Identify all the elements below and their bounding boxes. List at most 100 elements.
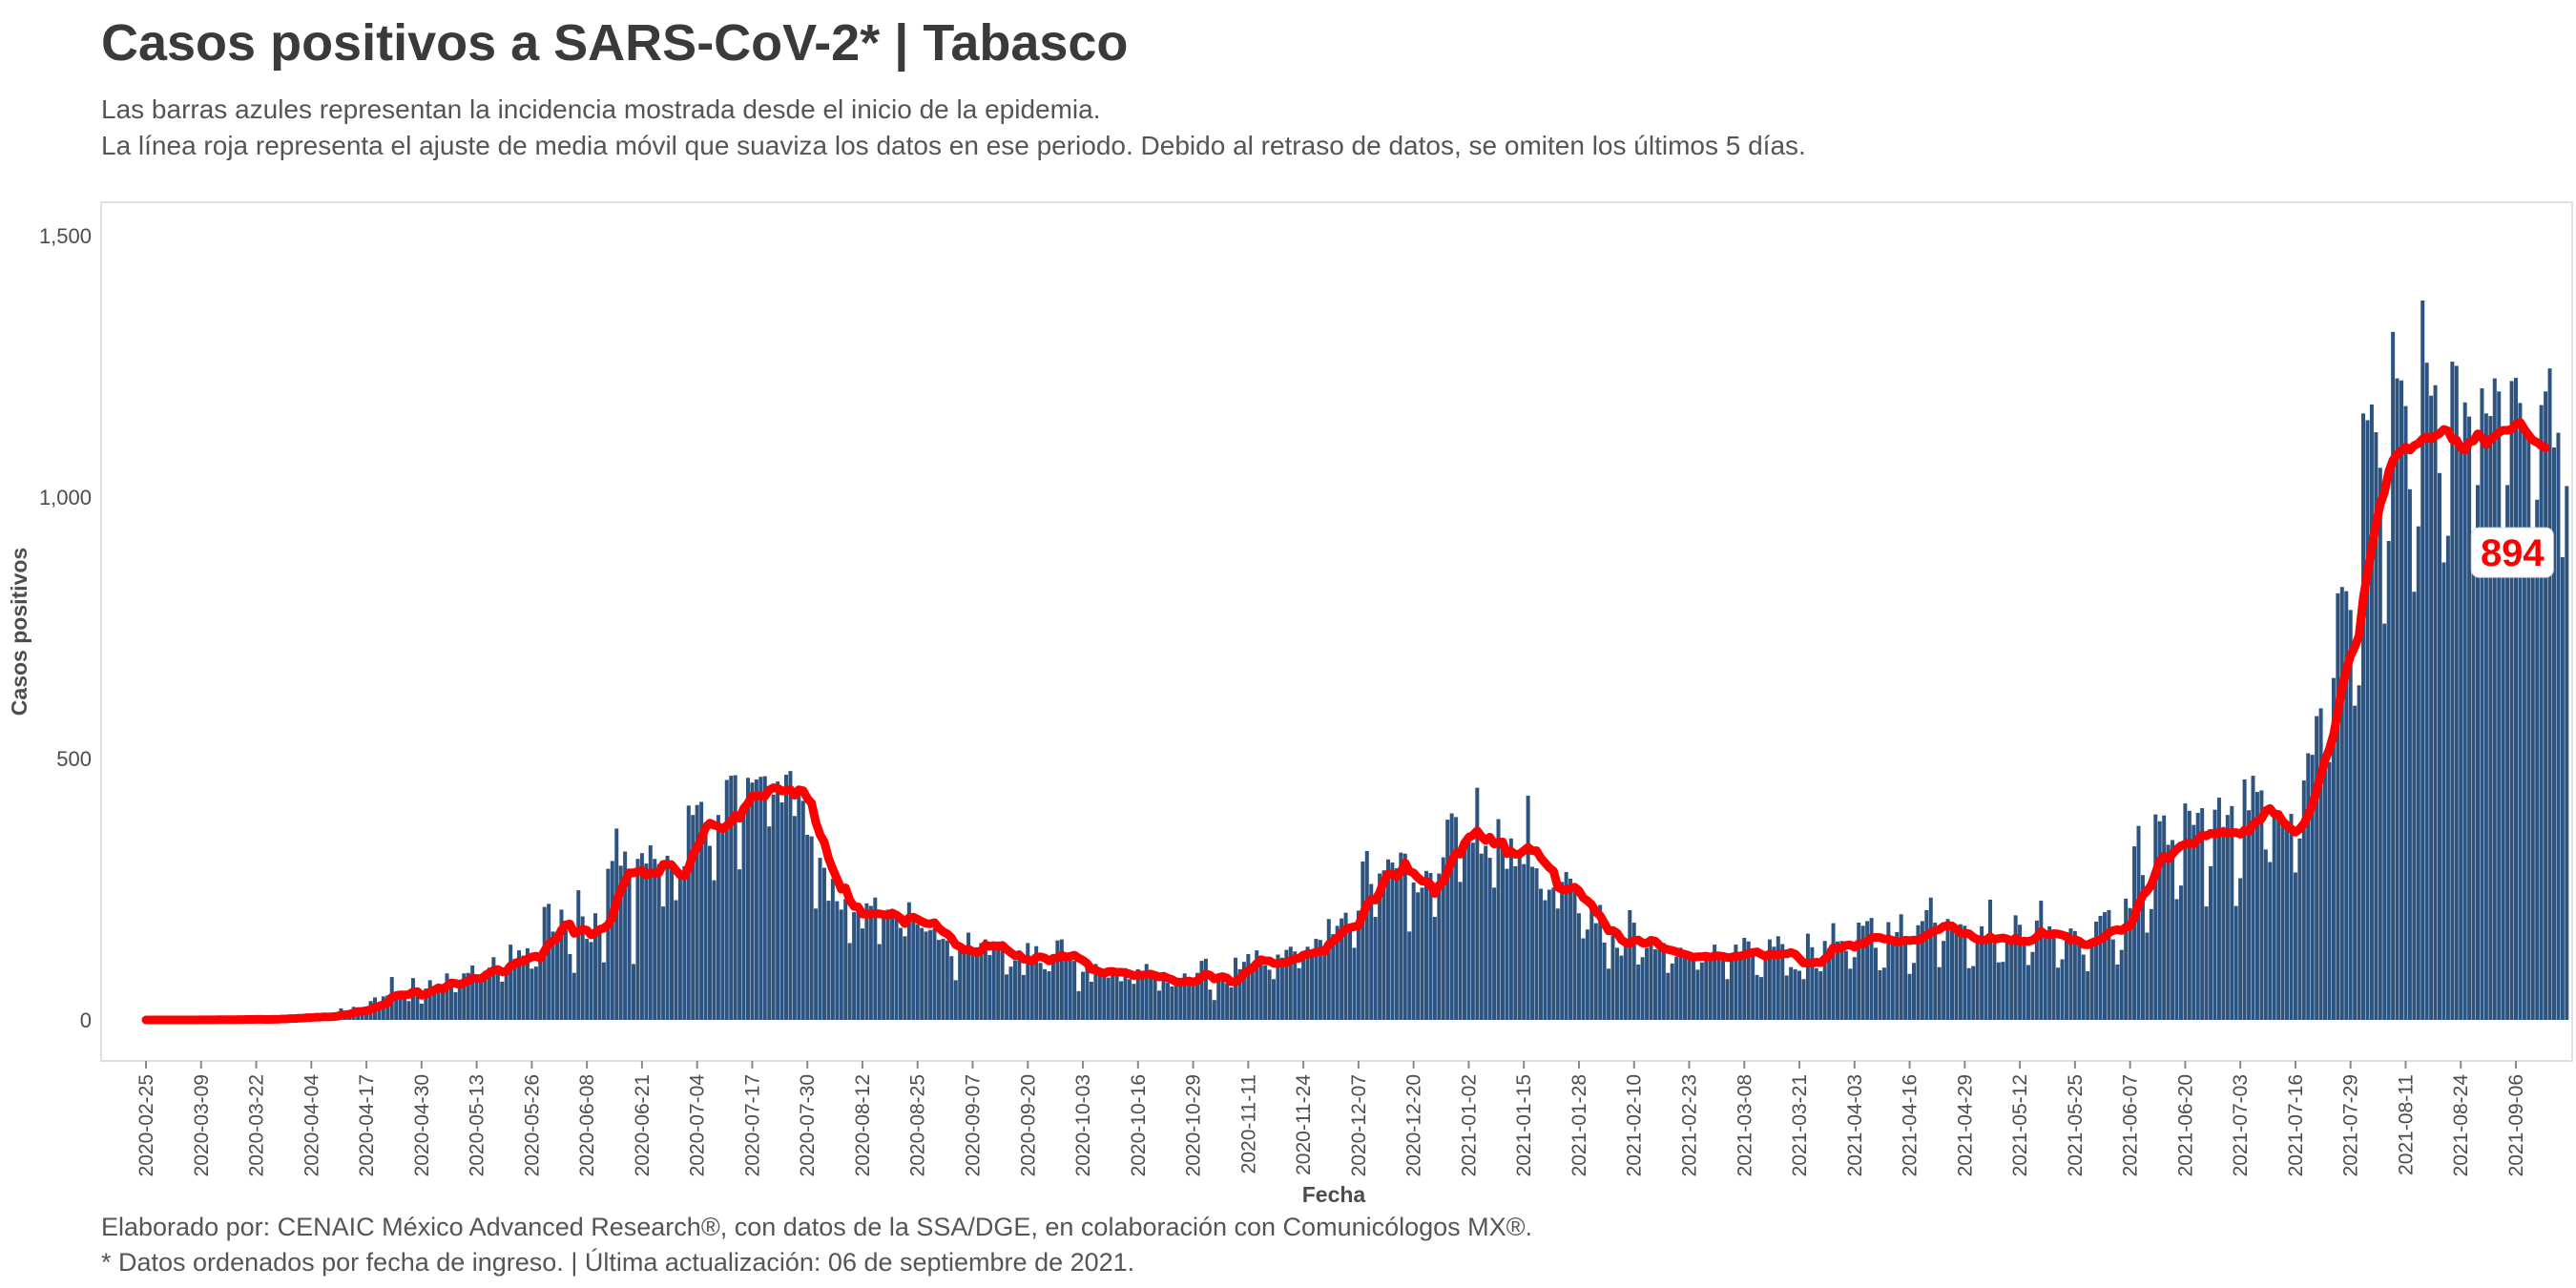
bar (783, 774, 788, 1020)
bar (754, 779, 758, 1020)
bar (1755, 974, 1759, 1020)
bar (1560, 882, 1565, 1020)
bar (1652, 949, 1657, 1020)
bar (1836, 941, 1840, 1020)
bar (585, 939, 590, 1020)
bar (1619, 955, 1624, 1020)
bar (1987, 899, 1992, 1020)
x-tick-label: 2020-12-07 (1348, 1074, 1370, 1176)
bar (1751, 948, 1755, 1020)
bar (2522, 426, 2526, 1021)
bar (1068, 958, 1072, 1020)
x-tick-label: 2020-11-24 (1293, 1074, 1315, 1175)
bar (2098, 915, 2103, 1020)
bar (1026, 943, 1030, 1020)
bar (1229, 987, 1234, 1020)
bar (1297, 967, 1301, 1020)
bar (2476, 485, 2481, 1020)
bar (1831, 923, 1836, 1020)
bar (1050, 956, 1055, 1020)
bar (936, 940, 941, 1020)
x-tick-label: 2021-04-16 (1900, 1074, 1922, 1176)
bar (2289, 814, 2294, 1020)
bar (635, 859, 640, 1020)
bar (741, 810, 746, 1020)
bar (2450, 362, 2455, 1020)
bar (1992, 943, 1997, 1020)
x-tick-label: 2021-02-10 (1624, 1074, 1646, 1176)
bar (424, 988, 428, 1020)
bar (1123, 967, 1128, 1020)
bar (1920, 921, 1924, 1020)
bar (542, 906, 547, 1020)
bar (2013, 915, 2018, 1020)
bar (847, 943, 852, 1020)
x-tick-label: 2021-03-21 (1789, 1074, 1811, 1176)
bar (2204, 906, 2209, 1020)
bar (873, 897, 878, 1020)
bar (1576, 913, 1581, 1020)
bar (2110, 939, 2115, 1020)
bar (928, 929, 933, 1020)
bar (2009, 940, 2014, 1020)
bar (882, 918, 886, 1020)
bar (2353, 705, 2358, 1020)
bar (1505, 868, 1509, 1020)
bar (1322, 953, 1327, 1020)
bar (618, 865, 623, 1020)
bar (551, 931, 555, 1020)
bar (2178, 885, 2183, 1020)
bar (632, 964, 636, 1020)
bar (606, 868, 611, 1020)
bar (2285, 821, 2290, 1020)
bar (2551, 447, 2556, 1020)
bar (1737, 955, 1742, 1020)
bar (445, 973, 449, 1020)
x-tick-label: 2021-01-02 (1458, 1074, 1480, 1176)
bar (419, 1004, 424, 1020)
bar (720, 833, 725, 1020)
bar (1021, 974, 1026, 1020)
bar (2348, 610, 2353, 1020)
bar (814, 908, 819, 1020)
bar (1119, 981, 1124, 1020)
y-tick-label: 0 (80, 1008, 92, 1032)
bar (470, 966, 475, 1020)
bar (2018, 924, 2023, 1020)
bar (457, 987, 462, 1020)
bar (868, 905, 873, 1020)
bar (1500, 841, 1505, 1020)
bar (2001, 962, 2005, 1020)
bar (1246, 953, 1251, 1020)
bar (1318, 940, 1322, 1020)
bar (1111, 971, 1115, 1020)
bar (1522, 863, 1527, 1020)
bar (2462, 402, 2467, 1020)
bar (1466, 832, 1471, 1020)
bar (1801, 979, 1806, 1020)
bar (1144, 964, 1149, 1020)
bar (2259, 790, 2264, 1020)
bar (805, 835, 810, 1020)
bar (665, 855, 670, 1020)
bar (1759, 977, 1764, 1020)
bar (800, 800, 805, 1020)
bar (1085, 962, 1090, 1020)
bar (962, 952, 966, 1020)
bar (1191, 986, 1195, 1020)
bar (2102, 912, 2107, 1020)
bar (1234, 957, 1238, 1020)
bar (1767, 939, 1772, 1020)
bar (686, 805, 691, 1020)
bar (2192, 824, 2196, 1020)
bar (1225, 983, 1230, 1020)
bar (2539, 405, 2544, 1020)
bar (1199, 961, 1204, 1020)
bar (1385, 859, 1390, 1020)
bar (2374, 432, 2379, 1020)
bar (1326, 919, 1331, 1020)
bar (699, 801, 704, 1020)
bar (1729, 959, 1734, 1020)
bar (1241, 962, 1246, 1020)
